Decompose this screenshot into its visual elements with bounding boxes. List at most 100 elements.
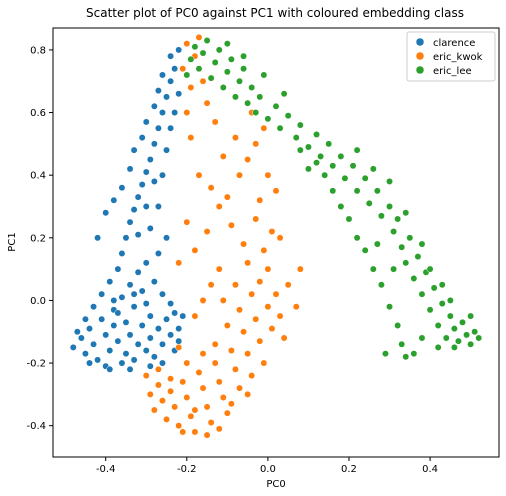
data-point bbox=[167, 124, 175, 132]
data-point bbox=[159, 171, 166, 179]
data-point bbox=[280, 90, 288, 98]
data-point bbox=[138, 287, 146, 295]
data-point bbox=[264, 303, 272, 311]
legend: clarence eric_kwok eric_lee bbox=[406, 31, 496, 82]
data-point bbox=[211, 118, 219, 126]
chart-title: Scatter plot of PC0 against PC1 with col… bbox=[86, 6, 464, 20]
data-point bbox=[394, 322, 402, 329]
data-point bbox=[377, 281, 385, 289]
data-point bbox=[106, 278, 114, 286]
data-point bbox=[167, 77, 175, 85]
data-point bbox=[163, 234, 170, 242]
data-point bbox=[438, 281, 446, 289]
data-point bbox=[126, 165, 134, 173]
data-point bbox=[203, 431, 211, 439]
legend-label-eric-kwok: eric_kwok bbox=[433, 52, 483, 63]
data-point bbox=[187, 134, 195, 142]
data-point bbox=[118, 250, 126, 257]
data-point bbox=[199, 49, 207, 57]
data-point bbox=[402, 209, 410, 217]
data-point bbox=[386, 303, 393, 311]
data-point bbox=[159, 359, 166, 367]
data-point bbox=[313, 131, 320, 138]
data-point bbox=[142, 168, 150, 176]
legend-label-eric-lee: eric_lee bbox=[433, 66, 472, 77]
data-point bbox=[240, 65, 248, 73]
data-point bbox=[154, 365, 162, 373]
data-point bbox=[207, 281, 215, 289]
data-point bbox=[207, 184, 215, 192]
data-point bbox=[179, 378, 187, 386]
data-point bbox=[195, 65, 203, 73]
data-point bbox=[122, 318, 130, 326]
data-point bbox=[268, 325, 276, 333]
data-point bbox=[236, 171, 243, 179]
data-point bbox=[142, 203, 150, 210]
data-point bbox=[321, 171, 329, 179]
data-point bbox=[264, 115, 272, 123]
data-point bbox=[167, 52, 175, 60]
data-point bbox=[361, 174, 369, 182]
data-point bbox=[138, 322, 146, 329]
data-point bbox=[329, 162, 337, 170]
data-point bbox=[406, 234, 414, 242]
data-point bbox=[142, 259, 150, 267]
data-point bbox=[377, 212, 385, 220]
data-point bbox=[130, 206, 138, 214]
data-point bbox=[199, 350, 207, 358]
data-point bbox=[118, 359, 126, 367]
data-point bbox=[134, 231, 142, 239]
data-point bbox=[475, 334, 483, 342]
data-point bbox=[227, 400, 235, 408]
data-point bbox=[126, 218, 134, 226]
y-tick-label: 0.8 bbox=[30, 45, 46, 56]
data-point bbox=[382, 350, 389, 358]
data-point bbox=[386, 177, 393, 185]
data-point bbox=[414, 253, 422, 261]
y-tick-label: 0.4 bbox=[30, 171, 46, 182]
data-point bbox=[325, 140, 333, 148]
data-point bbox=[272, 290, 280, 298]
data-point bbox=[171, 109, 179, 116]
data-point bbox=[394, 215, 402, 223]
data-point bbox=[130, 146, 138, 154]
legend-marker-eric-kwok bbox=[415, 51, 425, 61]
x-tick-label: -0.2 bbox=[177, 464, 197, 475]
data-point bbox=[86, 359, 93, 367]
data-point bbox=[102, 331, 110, 339]
x-tick-label: -0.4 bbox=[96, 464, 116, 475]
data-point bbox=[215, 378, 223, 386]
data-point bbox=[260, 246, 268, 254]
data-point bbox=[341, 174, 349, 182]
data-point bbox=[203, 99, 211, 107]
data-point bbox=[203, 228, 211, 235]
data-point bbox=[272, 102, 280, 110]
data-point bbox=[110, 322, 118, 329]
x-tick-label: 0.2 bbox=[341, 464, 357, 475]
data-point bbox=[398, 243, 406, 251]
data-point bbox=[191, 246, 199, 254]
data-point bbox=[450, 343, 458, 351]
data-point bbox=[260, 71, 268, 79]
plot-frame bbox=[52, 27, 500, 458]
data-point bbox=[244, 350, 252, 358]
data-point bbox=[106, 365, 114, 373]
data-point bbox=[130, 290, 138, 298]
y-tick-label: -0.4 bbox=[26, 421, 46, 432]
data-point bbox=[386, 203, 393, 210]
data-point bbox=[219, 394, 227, 401]
data-point bbox=[122, 234, 130, 242]
data-point bbox=[292, 303, 300, 311]
series-clarence bbox=[69, 46, 187, 373]
data-point bbox=[434, 343, 442, 351]
data-point bbox=[402, 353, 410, 361]
data-point bbox=[471, 328, 479, 336]
legend-marker-eric-lee bbox=[415, 65, 425, 75]
data-point bbox=[146, 156, 154, 163]
data-point bbox=[264, 265, 272, 273]
data-point bbox=[138, 181, 146, 189]
data-point bbox=[187, 84, 195, 91]
data-point bbox=[353, 187, 361, 195]
